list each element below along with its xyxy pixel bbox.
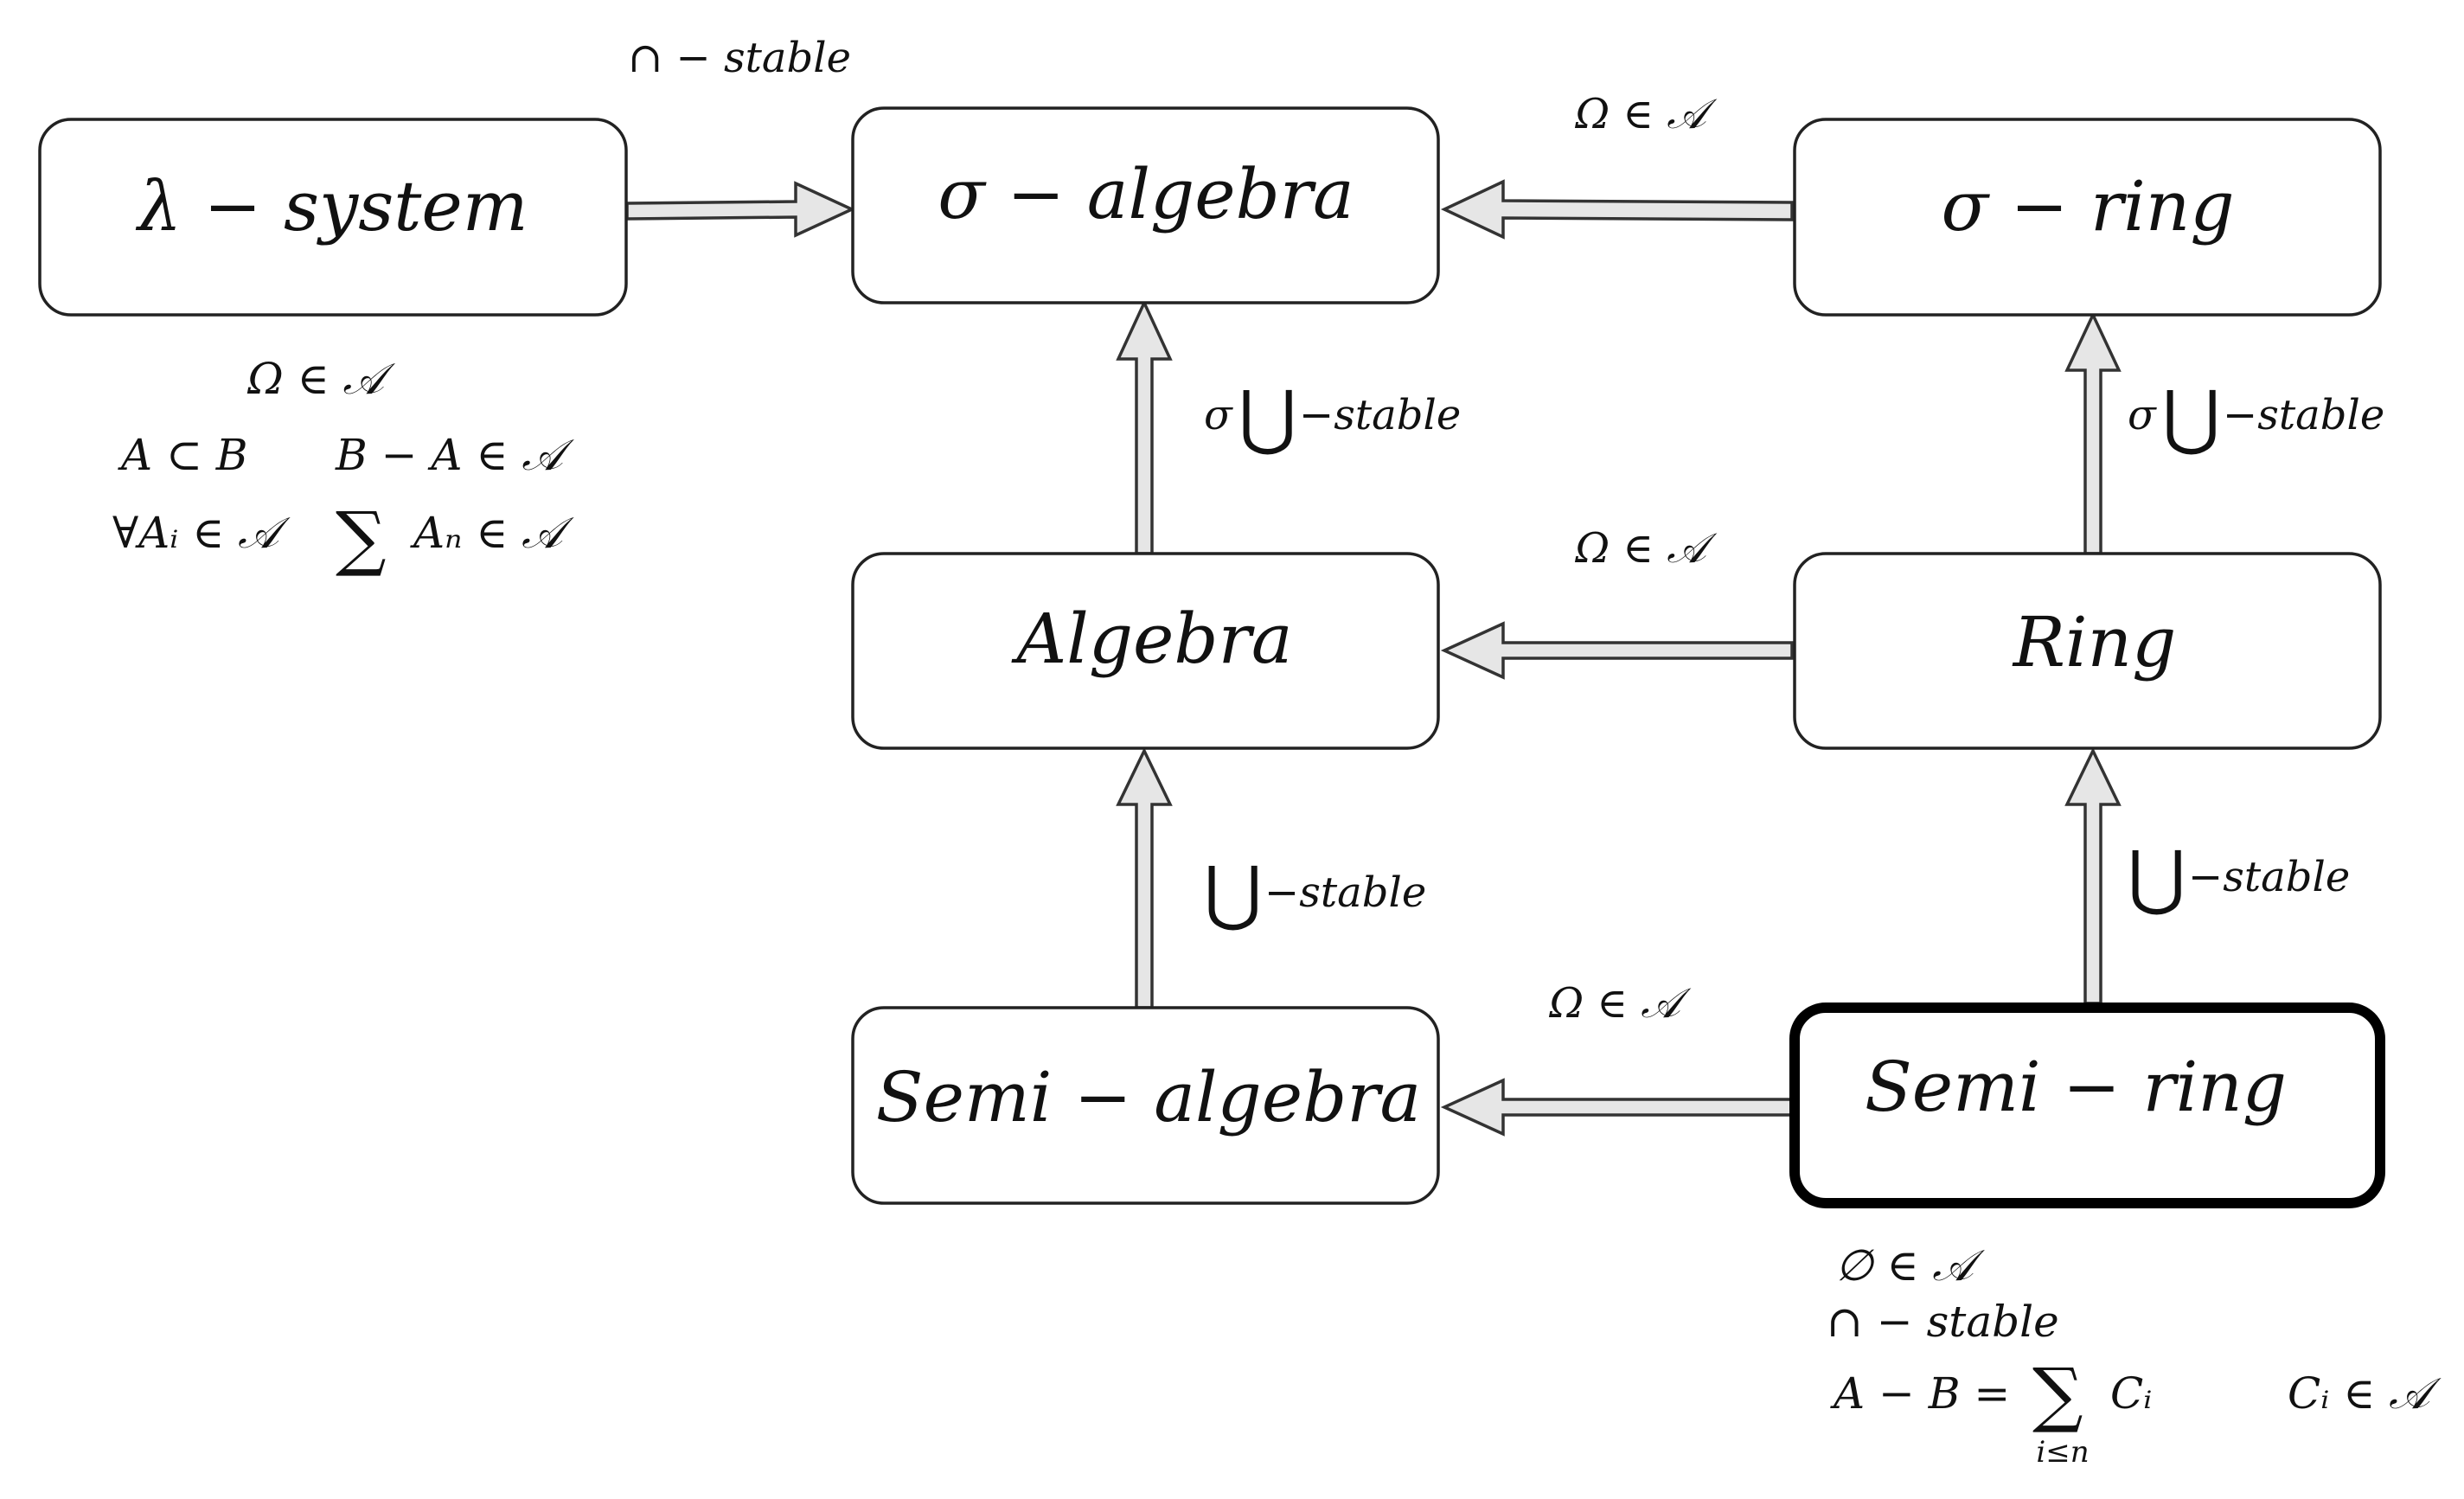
node-sigma-algebra: σ − algebra bbox=[851, 106, 1440, 304]
condition-omega-in-a: Ω ∈ 𝒜 bbox=[246, 354, 395, 404]
node-semi-ring: Semi − ring bbox=[1789, 1003, 2385, 1208]
edge-label-ring-to-algebra: Ω ∈ 𝒜 bbox=[1574, 524, 1718, 573]
sigma-prefix: σ bbox=[2128, 391, 2157, 439]
lambda-system-conditions: Ω ∈ 𝒜 A ⊂ B B − A ∈ 𝒜 ∀Aᵢ ∈ 𝒜 ∑ Aₙ ∈ 𝒜 bbox=[112, 354, 574, 580]
arrow-algebra-to-sigma-algebra bbox=[1116, 298, 1173, 555]
node-ring: Ring bbox=[1793, 552, 2382, 750]
stable-suffix: −stable bbox=[2223, 391, 2384, 439]
stable-suffix: −stable bbox=[1299, 391, 1461, 439]
sum-icon: ∑ bbox=[2032, 1354, 2083, 1436]
arrow-semi-ring-to-semi-algebra bbox=[1440, 1078, 1794, 1137]
sum-icon: ∑ bbox=[336, 497, 387, 580]
condition-sum-an: Aₙ ∈ 𝒜 bbox=[410, 508, 574, 558]
node-label: λ − system bbox=[135, 166, 528, 247]
sigma-prefix: σ bbox=[1204, 391, 1233, 439]
sum-index: i≤n bbox=[2036, 1435, 2089, 1470]
big-union-icon: ⋃ bbox=[1204, 852, 1262, 934]
condition-forall-ai: ∀Aᵢ ∈ 𝒜 bbox=[112, 508, 291, 558]
node-box bbox=[851, 106, 1440, 304]
node-algebra: Algebra bbox=[851, 552, 1440, 750]
node-box bbox=[851, 552, 1440, 750]
stable-suffix: −stable bbox=[1264, 868, 1426, 917]
node-label: Semi − ring bbox=[1865, 1047, 2287, 1127]
condition-a-minus-b: A − B = bbox=[1830, 1368, 2010, 1419]
condition-b-minus-a: B − A ∈ 𝒜 bbox=[335, 430, 574, 480]
condition-cap-stable: ∩ − stable bbox=[1827, 1297, 2059, 1347]
node-box bbox=[38, 118, 628, 317]
node-semi-algebra: Semi − algebra bbox=[851, 1006, 1440, 1205]
edge-label-lambda-to-sigma-algebra: ∩ − stable bbox=[628, 34, 851, 82]
edge-label-semi-algebra-to-algebra: ⋃ −stable bbox=[1204, 852, 1426, 934]
big-union-icon: ⋃ bbox=[2162, 376, 2220, 458]
node-box bbox=[1789, 1003, 2385, 1208]
arrow-sigma-ring-to-sigma-algebra bbox=[1440, 179, 1794, 240]
node-label: Algebra bbox=[1010, 599, 1292, 679]
node-box bbox=[851, 1006, 1440, 1205]
node-box bbox=[1793, 118, 2382, 317]
edge-label-algebra-to-sigma-algebra: σ ⋃ −stable bbox=[1204, 376, 1461, 458]
node-label: σ − algebra bbox=[938, 154, 1354, 234]
condition-empty-in-a: ∅ ∈ 𝒜 bbox=[1835, 1240, 1985, 1291]
node-lambda-system: λ − system bbox=[38, 118, 628, 317]
semi-ring-conditions: ∅ ∈ 𝒜 ∩ − stable A − B = ∑ i≤n Cᵢ Cᵢ ∈ 𝒜 bbox=[1827, 1240, 2442, 1470]
arrow-ring-to-algebra bbox=[1440, 621, 1794, 680]
stable-suffix: −stable bbox=[2188, 853, 2350, 901]
big-union-icon: ⋃ bbox=[2128, 836, 2186, 919]
arrow-ring-to-sigma-ring bbox=[2064, 311, 2122, 555]
node-label: σ − ring bbox=[1941, 166, 2234, 247]
arrow-lambda-to-sigma-algebra bbox=[625, 181, 856, 238]
edge-label-semi-ring-to-ring: ⋃ −stable bbox=[2128, 836, 2350, 919]
big-union-icon: ⋃ bbox=[1238, 376, 1296, 458]
condition-ci-term: Cᵢ bbox=[2110, 1368, 2152, 1419]
arrow-semi-algebra-to-algebra bbox=[1116, 746, 1173, 1009]
edge-label-sigma-ring-to-sigma-algebra: Ω ∈ 𝒜 bbox=[1574, 90, 1718, 138]
node-sigma-ring: σ − ring bbox=[1793, 118, 2382, 317]
edge-label-ring-to-sigma-ring: σ ⋃ −stable bbox=[2128, 376, 2384, 458]
condition-ci-in-a: Cᵢ ∈ 𝒜 bbox=[2288, 1368, 2442, 1419]
arrow-semi-ring-to-ring bbox=[2064, 746, 2122, 1005]
node-label: Semi − algebra bbox=[876, 1057, 1421, 1137]
node-box bbox=[1793, 552, 2382, 750]
node-label: Ring bbox=[2012, 602, 2177, 682]
condition-a-subset-b: A ⊂ B bbox=[118, 430, 248, 480]
edge-label-semi-ring-to-semi-algebra: Ω ∈ 𝒜 bbox=[1548, 979, 1692, 1028]
